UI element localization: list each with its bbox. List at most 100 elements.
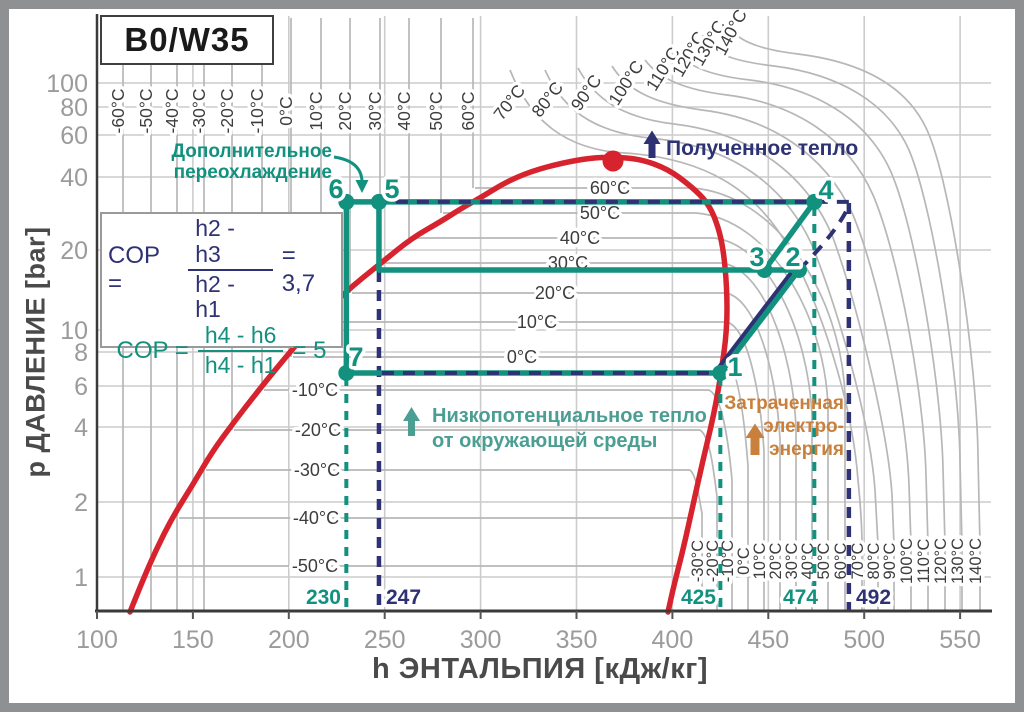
isotherm-vapor (713, 237, 813, 610)
cycle-point-dot (370, 193, 387, 210)
isotherm-label-bottom: 110°C (915, 539, 933, 584)
y-tick-label: 80 (60, 94, 88, 122)
isotherm-label-inside: -10°C (292, 380, 338, 400)
annotation-received-heat: Полученное тепло (666, 137, 859, 160)
y-tick-label: 20 (60, 237, 88, 265)
y-tick-label: 6 (74, 373, 88, 401)
cycle-point-label: 1 (727, 352, 742, 382)
y-tick-label: 1 (74, 564, 88, 592)
isotherm-label-top: -20°C (217, 89, 237, 134)
annotation-low-grade-heat: Низкопотенциальное тепло от окружающей с… (432, 405, 707, 452)
isotherm-label-inside: 40°C (560, 228, 600, 248)
x-tick-label: 400 (652, 626, 694, 654)
x-tick-label: 300 (460, 626, 502, 654)
enthalpy-marker-label: 247 (386, 586, 421, 609)
isotherm-label-inside: 20°C (535, 283, 575, 303)
isotherm-label-inside: 60°C (590, 178, 630, 198)
isotherm-label-bottom: 30°C (783, 542, 801, 579)
cycle-point-dot (338, 364, 355, 381)
cycle-point-label: 2 (785, 242, 800, 272)
isotherm-label-inside: -20°C (295, 420, 341, 440)
cycle-point-label: 3 (749, 242, 764, 272)
annotation-additional-subcooling: Дополнительное переохлаждение (171, 141, 332, 183)
enthalpy-marker-label: 492 (856, 586, 891, 609)
isotherm-vapor (691, 187, 846, 610)
cycle-segment-teal (717, 267, 802, 376)
isotherm-label-supercritical: 80°C (527, 78, 567, 121)
axis-layer: 100 150 200 250 300 350 400 450 500 5501008060402… (46, 14, 992, 654)
isotherm-label-bottom: 120°C (932, 538, 950, 584)
cycle-compression-navy (714, 266, 797, 373)
grid-layer (97, 16, 991, 610)
isotherm-label-top: -30°C (189, 89, 209, 134)
cop-denominator: h4 - h1 (204, 351, 277, 378)
y-tick-label: 40 (60, 164, 88, 192)
isotherm-label-top: -40°C (162, 89, 182, 134)
cycle-point-dot (712, 364, 729, 381)
isotherm-supercritical (644, 59, 929, 610)
isotherm-label-top: 20°C (335, 91, 355, 130)
y-axis-title: р ДАВЛЕНИЕ [bar] (20, 226, 51, 478)
x-tick-label: 350 (556, 626, 598, 654)
x-tick-label: 150 (172, 626, 214, 654)
cycle-point-label: 5 (384, 174, 399, 204)
isotherm-label-bottom: -20°C (704, 540, 722, 582)
isotherm-supercritical (732, 31, 981, 610)
isotherm-vapor (708, 389, 733, 610)
cycle-compression-continuation-dashed (797, 205, 851, 272)
isotherm-label-inside: -40°C (293, 508, 339, 528)
x-tick-label: 550 (939, 626, 981, 654)
isotherm-label-inside: -50°C (292, 556, 338, 576)
dashed-marker-layer: 230 247 425 474 492 (302, 203, 895, 613)
isotherm-label-inside: -30°C (294, 460, 340, 480)
cop-prefix: COP = (116, 336, 189, 364)
cop-numerator: h2 - h3 (188, 215, 273, 271)
y-tick-label: 10 (60, 317, 88, 345)
isotherm-label-inside: 10°C (517, 312, 557, 332)
isotherm-supercritical (704, 41, 963, 610)
x-tick-label: 500 (843, 626, 885, 654)
isotherm-label-bottom: -30°C (689, 540, 707, 582)
isotherm-label-top: -10°C (247, 89, 267, 134)
x-axis-title: h ЭНТАЛЬПИЯ [кДж/кг] (371, 653, 708, 685)
diagram-title-badge: B0/W35 (100, 15, 274, 65)
cycle-point-label: 7 (348, 342, 363, 372)
isotherm-label-top: 60°C (458, 91, 478, 130)
isotherm-label-bottom: 140°C (967, 538, 985, 584)
enthalpy-marker-label: 425 (681, 586, 716, 609)
isotherm-label-layer: -60°C -50°C -40°C -30°C -20°C -10°C 0°C 10°C 20°… (105, 2, 989, 587)
y-tick-label: 100 (46, 70, 88, 98)
cycle-point-label: 4 (818, 175, 833, 205)
isotherm-label-top: 40°C (394, 91, 414, 130)
isotherm-label-bottom: 130°C (949, 538, 967, 584)
isotherm-label-top: -50°C (136, 89, 156, 134)
cop-fraction: h2 - h3 h2 - h1 (188, 215, 273, 323)
isotherm-label-bottom: 80°C (865, 542, 883, 579)
isotherm-label-bottom: 100°C (898, 538, 916, 584)
annotation-electric-energy: Затраченная электро- энергия (724, 393, 844, 460)
isotherm-label-inside: 50°C (580, 203, 620, 223)
x-tick-label: 450 (747, 626, 789, 654)
cop-formula-with-subcooling: COP = h4 - h6 h4 - h1 = 5 (108, 322, 335, 379)
cycle-point-dot (806, 193, 823, 210)
isotherm-label-bottom: 0°C (735, 547, 753, 575)
isotherm-label-bottom: -10°C (719, 540, 737, 582)
cop-denominator: h2 - h1 (195, 270, 235, 323)
isotherm-label-top: 50°C (426, 91, 446, 130)
isotherm-label-bottom: 50°C (815, 542, 833, 579)
isotherm-supercritical (577, 67, 895, 610)
cycle-point-dot (338, 193, 355, 210)
y-tick-label: 2 (74, 489, 88, 517)
isotherm-vapor (725, 292, 781, 610)
cop-formula-without-subcooling: COP = h2 - h3 h2 - h1 = 3,7 (108, 215, 335, 323)
isotherm-label-inside: 0°C (507, 347, 537, 367)
cycle-point-dot (756, 261, 773, 278)
isotherm-supercritical (544, 69, 879, 610)
cop-result: = 3,7 (281, 241, 316, 297)
x-tick-label: 250 (364, 626, 406, 654)
x-tick-label: 100 (76, 626, 118, 654)
